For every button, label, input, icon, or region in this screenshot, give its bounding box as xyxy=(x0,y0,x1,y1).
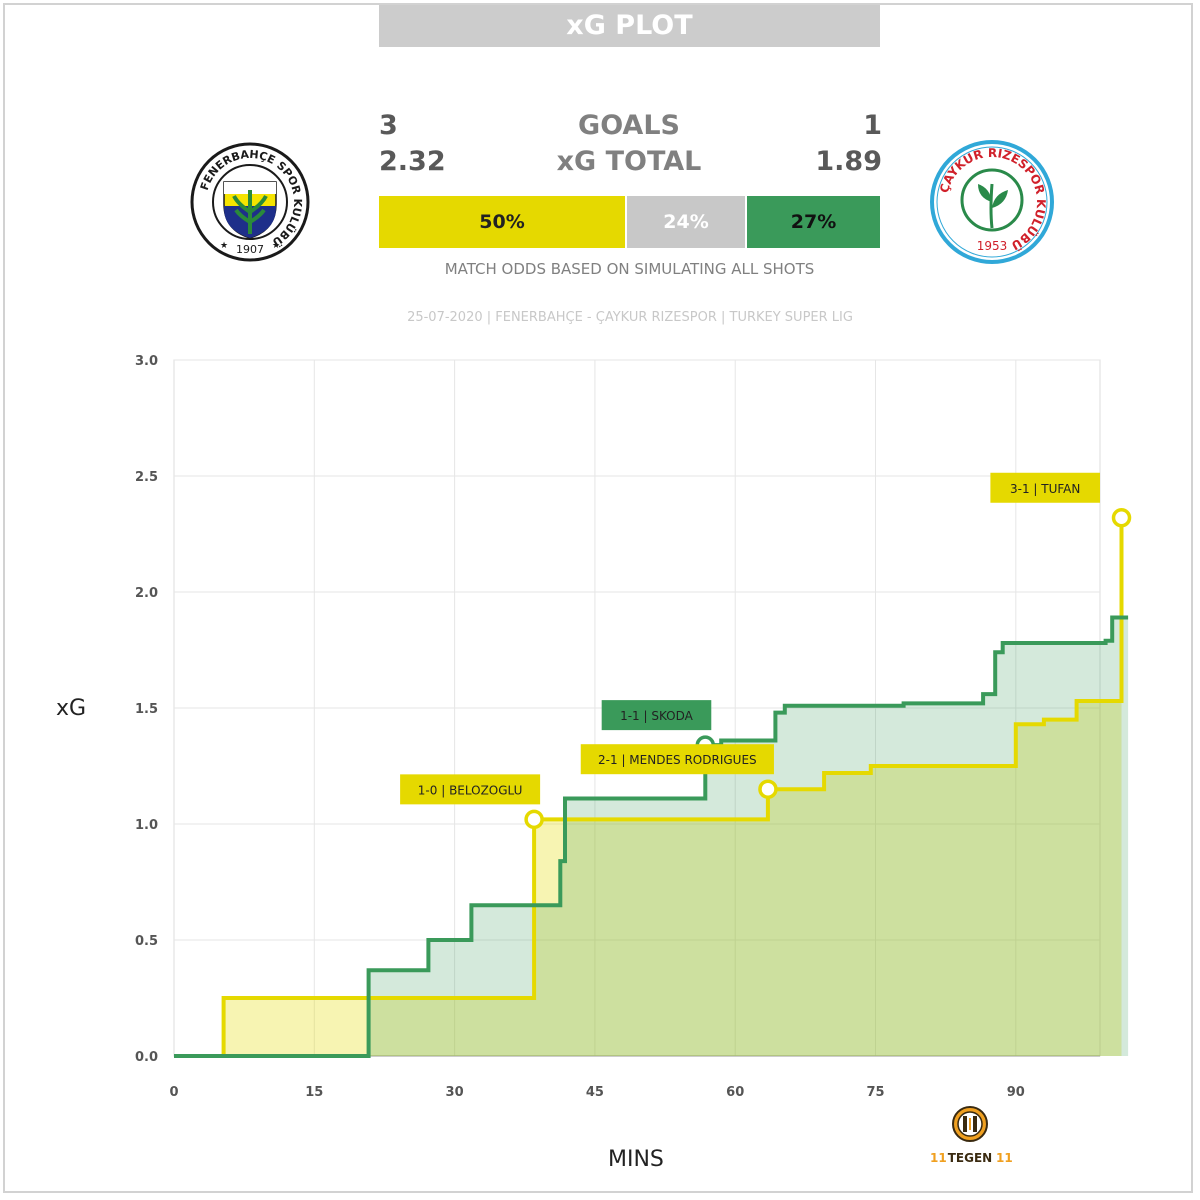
svg-text:11: 11 xyxy=(996,1151,1012,1165)
x-tick-label: 75 xyxy=(866,1085,884,1100)
y-tick-label: 3.0 xyxy=(135,354,158,369)
goal-label-box xyxy=(580,744,774,775)
odds-away-win: 27% xyxy=(747,196,880,248)
goal-label-box xyxy=(400,774,541,805)
page-frame xyxy=(3,3,1193,1193)
home-crest-icon: FENERBAHÇE SPOR KULÜBÜ 1907 ★ ★ xyxy=(190,142,310,262)
away-goals: 1 xyxy=(863,110,882,141)
goal-label-box xyxy=(601,700,712,731)
home-crest-year: 1907 xyxy=(236,243,264,256)
odds-draw: 24% xyxy=(627,196,745,248)
goal-annotation: 1-0 | BELOZOGLU xyxy=(400,774,544,830)
xg-area-home xyxy=(174,517,1122,1056)
xg-area-away xyxy=(174,617,1129,1056)
goal-marker xyxy=(1111,508,1132,528)
x-tick-label: 90 xyxy=(1007,1085,1025,1100)
xg-total-label: xG TOTAL xyxy=(556,146,702,177)
away-xg-total: 1.89 xyxy=(815,146,882,177)
page-title: xG PLOT xyxy=(379,5,880,47)
svg-text:★: ★ xyxy=(220,241,228,251)
goal-label: 1-1 | SKODA xyxy=(620,709,694,723)
x-tick-label: 30 xyxy=(446,1085,464,1100)
away-crest-icon: ÇAYKUR RIZESPOR KULÜBÜ 1953 xyxy=(930,140,1054,264)
y-axis-title: xG xyxy=(56,696,87,721)
svg-text:★: ★ xyxy=(272,241,280,251)
svg-text:11: 11 xyxy=(930,1151,947,1165)
goal-label: 1-0 | BELOZOGLU xyxy=(418,783,523,797)
x-tick-label: 0 xyxy=(169,1085,178,1100)
goals-label: GOALS xyxy=(578,110,680,141)
brand-text: TEGEN xyxy=(948,1151,992,1165)
home-xg-total: 2.32 xyxy=(379,146,446,177)
goal-annotation: 2-1 | MENDES RODRIGUES xyxy=(580,744,778,799)
goal-label-box xyxy=(990,472,1100,503)
odds-home-win: 50% xyxy=(379,196,625,248)
goal-marker xyxy=(524,809,544,830)
match-meta: 25-07-2020 | FENERBAHÇE - ÇAYKUR RIZESPO… xyxy=(407,310,853,325)
x-tick-label: 60 xyxy=(726,1085,744,1100)
xg-line-away xyxy=(174,615,1129,1058)
y-tick-label: 1.5 xyxy=(135,702,158,717)
y-tick-label: 2.0 xyxy=(135,586,158,601)
y-tick-label: 0.5 xyxy=(135,934,158,949)
goal-annotation: 3-1 | TUFAN xyxy=(990,472,1132,528)
y-tick-label: 0.0 xyxy=(135,1050,158,1065)
y-tick-label: 2.5 xyxy=(135,470,158,485)
goal-marker xyxy=(758,779,778,799)
x-axis-title: MINS xyxy=(608,1147,664,1172)
goal-label: 3-1 | TUFAN xyxy=(1010,482,1080,496)
x-tick-label: 15 xyxy=(305,1085,323,1100)
goal-label: 2-1 | MENDES RODRIGUES xyxy=(598,753,757,767)
away-crest-year: 1953 xyxy=(977,239,1008,253)
home-goals: 3 xyxy=(379,110,398,141)
x-tick-label: 45 xyxy=(586,1085,604,1100)
odds-note: MATCH ODDS BASED ON SIMULATING ALL SHOTS xyxy=(444,260,815,278)
xg-line-home xyxy=(174,517,1124,1058)
y-tick-label: 1.0 xyxy=(135,818,158,833)
brand-logo-icon: 11 TEGEN 11 xyxy=(930,1106,1012,1165)
